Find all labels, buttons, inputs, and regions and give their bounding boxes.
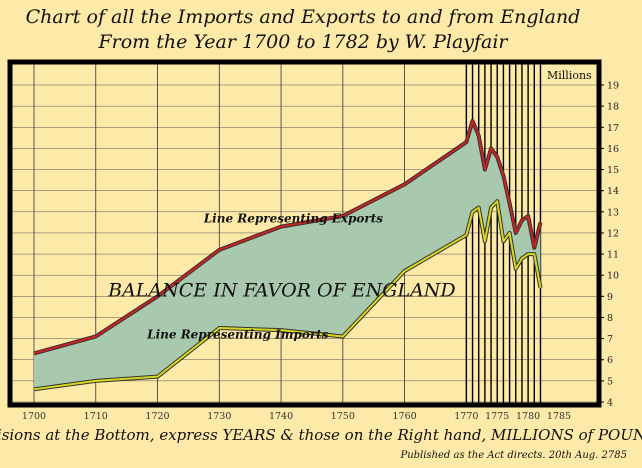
y-axis-label: Millions — [547, 69, 592, 82]
y-tick-label: 6 — [607, 355, 613, 366]
series-lines — [33, 118, 543, 392]
y-tick-label: 4 — [607, 398, 613, 409]
x-tick-label: 1710 — [84, 411, 108, 422]
x-tick-label: 1770 — [454, 411, 478, 422]
imports-line — [33, 200, 542, 391]
y-tick-label: 8 — [607, 313, 613, 324]
exports-label: Line Representing Exports — [203, 211, 384, 225]
y-tick-label: 19 — [607, 81, 619, 92]
exports-line — [33, 119, 542, 355]
x-tick-label: 1700 — [22, 411, 46, 422]
balance-fill — [34, 120, 541, 390]
plot-frame — [7, 59, 602, 408]
x-tick-label: 1775 — [485, 411, 509, 422]
y-axis: 4 5 6 7 8 9 10 11 12 13 14 15 16 17 18 19 — [597, 81, 619, 409]
y-tick-label: 18 — [607, 102, 619, 113]
y-tick-label: 12 — [607, 228, 619, 239]
y-tick-label: 16 — [607, 144, 619, 155]
annotations: Line Representing Exports BALANCE IN FAVO… — [107, 211, 456, 341]
x-tick-label: 1730 — [207, 411, 231, 422]
x-tick-label: 1760 — [392, 411, 416, 422]
published-note: Published as the Act directs. 20th Aug. … — [399, 450, 627, 461]
x-tick-label: 1720 — [145, 411, 169, 422]
balance-area — [34, 120, 541, 390]
x-tick-label: 1750 — [331, 411, 355, 422]
chart-subtitle: From the Year 1700 to 1782 by W. Playfai… — [97, 31, 509, 53]
footer-note: Divisions at the Bottom, express YEARS &… — [0, 426, 642, 444]
imports-label: Line Representing Imports — [146, 328, 329, 342]
y-tick-label: 17 — [607, 123, 619, 134]
chart-title: Chart of all the Imports and Exports to … — [26, 6, 581, 28]
y-tick-label: 13 — [607, 207, 619, 218]
balance-label: BALANCE IN FAVOR OF ENGLAND — [107, 279, 456, 301]
x-tick-label: 1785 — [547, 411, 571, 422]
y-tick-label: 7 — [607, 334, 613, 345]
x-axis: 1700 1710 1720 1730 1740 1750 1760 1770 1775 1780… — [22, 411, 571, 422]
y-tick-label: 11 — [607, 250, 619, 261]
x-tick-label: 1780 — [516, 411, 540, 422]
y-tick-label: 10 — [607, 271, 619, 282]
y-tick-label: 5 — [607, 376, 613, 387]
y-tick-label: 14 — [607, 186, 619, 197]
y-tick-label: 9 — [607, 292, 613, 303]
y-tick-label: 15 — [607, 165, 619, 176]
x-tick-label: 1740 — [269, 411, 293, 422]
